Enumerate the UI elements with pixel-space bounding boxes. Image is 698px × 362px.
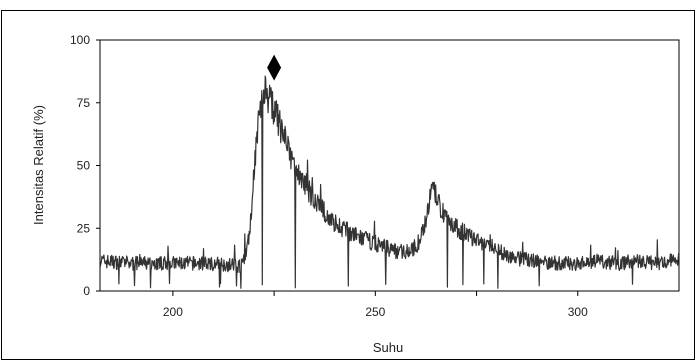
series-line [100, 75, 679, 289]
x-axis-ticks [172, 291, 579, 296]
peak-marker-diamond [267, 54, 282, 81]
x-axis-tick-labels: 200 250 300 [163, 305, 588, 319]
plot-area [99, 39, 680, 292]
y-tick-label: 25 [77, 221, 91, 235]
y-tick-label: 0 [83, 284, 90, 298]
y-axis-tick-labels: 0 25 50 75 100 [70, 33, 90, 298]
y-tick-label: 100 [70, 33, 90, 47]
x-tick-label: 200 [163, 305, 183, 319]
y-axis-ticks [96, 39, 100, 292]
x-tick-label: 250 [365, 305, 385, 319]
y-axis-title: Intensitas Relatif (%) [31, 105, 46, 225]
y-tick-label: 75 [77, 96, 91, 110]
y-tick-label: 50 [77, 159, 91, 173]
x-axis-title: Suhu [373, 340, 403, 355]
x-tick-label: 300 [568, 305, 588, 319]
